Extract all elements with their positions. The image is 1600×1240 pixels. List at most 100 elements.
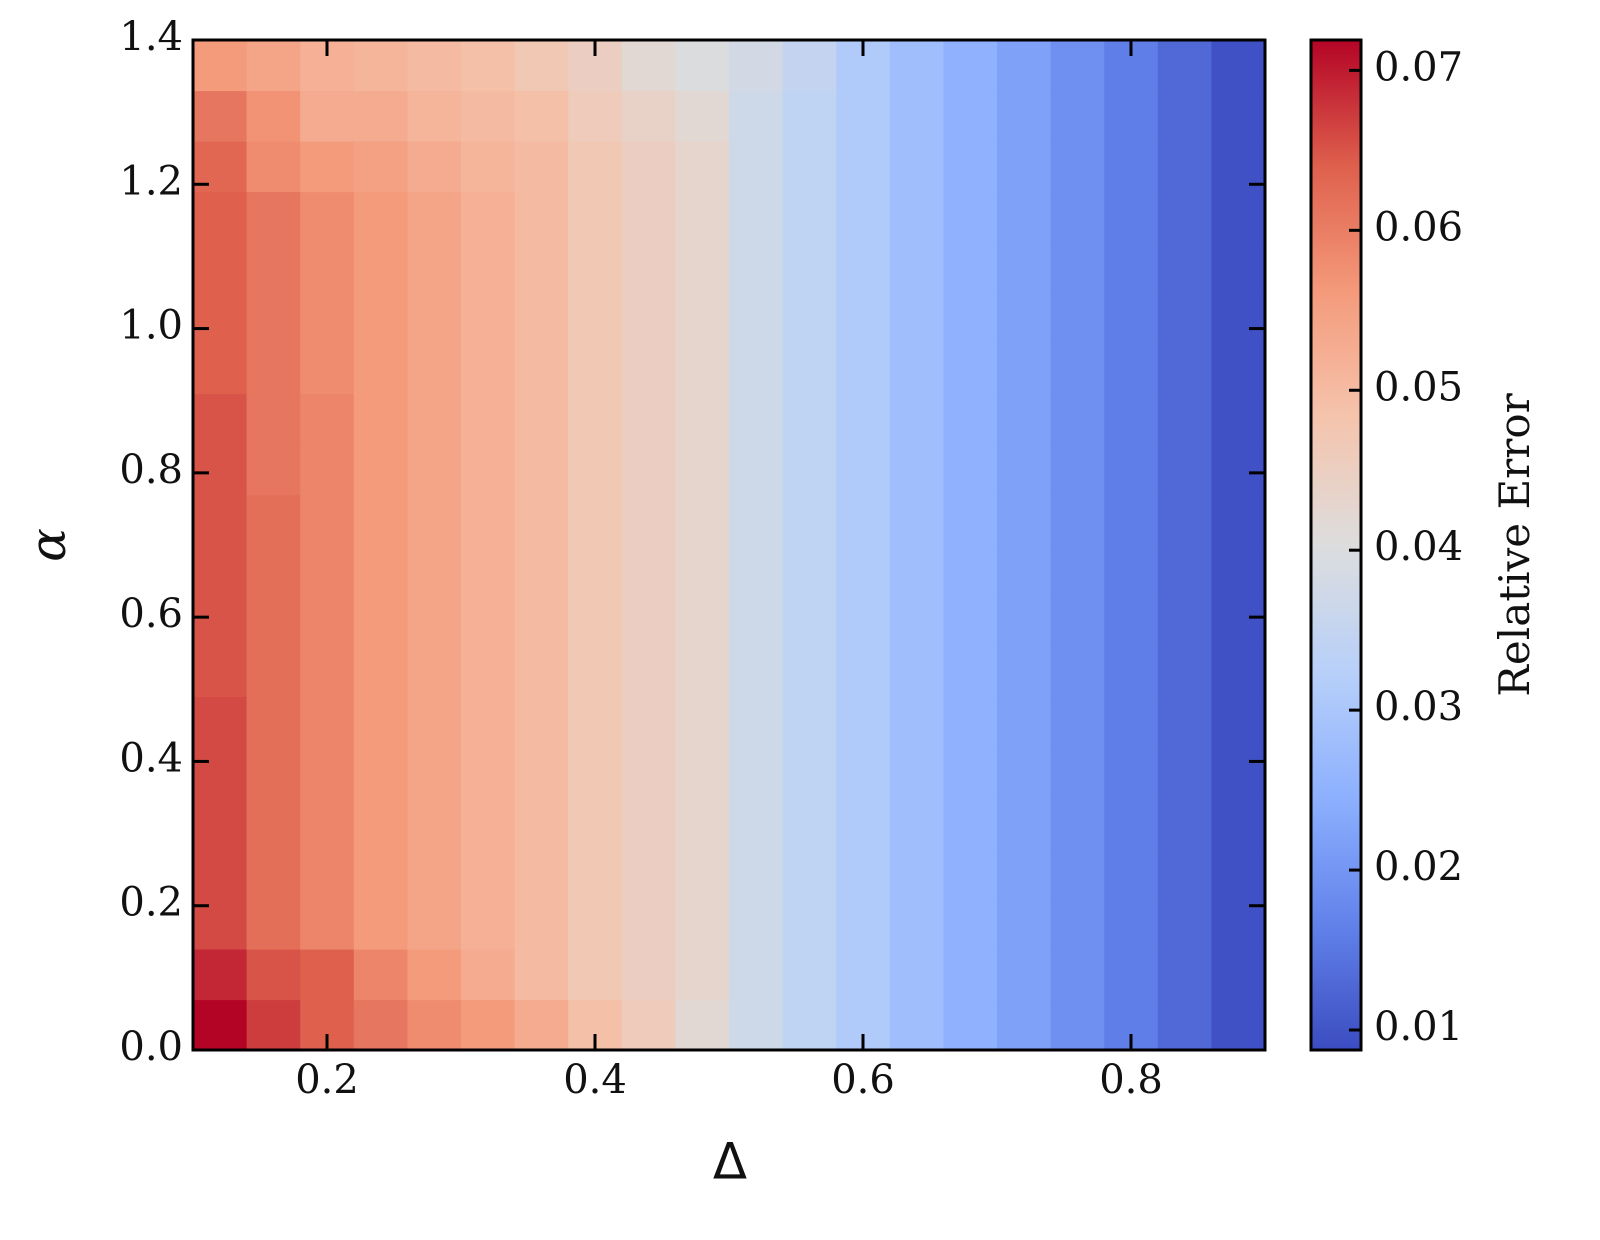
- heatmap-cell: [729, 999, 784, 1051]
- heatmap-cell: [1050, 191, 1105, 243]
- y-tick-label: 1.0: [119, 303, 183, 349]
- heatmap-cell: [193, 292, 248, 344]
- heatmap-cell: [997, 949, 1052, 1001]
- heatmap-cell: [300, 848, 355, 900]
- heatmap-cell: [353, 393, 408, 445]
- heatmap-cell: [246, 949, 301, 1001]
- heatmap-cell: [514, 242, 569, 294]
- heatmap-cell: [353, 595, 408, 647]
- x-tick-label: 0.6: [831, 1057, 895, 1103]
- heatmap-cell: [1211, 292, 1266, 344]
- heatmap-cell: [1050, 646, 1105, 698]
- heatmap-cell: [514, 999, 569, 1051]
- heatmap-cell: [193, 999, 248, 1051]
- heatmap-cell: [193, 444, 248, 496]
- heatmap-cell: [943, 797, 998, 849]
- heatmap-cell: [1050, 292, 1105, 344]
- heatmap-cell: [729, 646, 784, 698]
- x-tick-label: 0.8: [1099, 1057, 1163, 1103]
- heatmap-cell: [997, 797, 1052, 849]
- heatmap-cell: [675, 696, 730, 748]
- heatmap-cell: [461, 444, 516, 496]
- colorbar: [1311, 40, 1361, 1050]
- heatmap-cell: [246, 696, 301, 748]
- heatmap-cell: [407, 898, 462, 950]
- heatmap-cell: [568, 141, 623, 193]
- heatmap-cell: [568, 242, 623, 294]
- heatmap-cell: [246, 595, 301, 647]
- y-tick-label: 1.4: [119, 14, 183, 60]
- heatmap-cell: [729, 949, 784, 1001]
- heatmap-cell: [353, 90, 408, 142]
- heatmap-cell: [514, 191, 569, 243]
- heatmap-cell: [782, 393, 837, 445]
- heatmap-cell: [621, 191, 676, 243]
- heatmap-cell: [621, 696, 676, 748]
- heatmap-cell: [193, 797, 248, 849]
- heatmap-cell: [889, 494, 944, 546]
- heatmap-cell: [1211, 646, 1266, 698]
- heatmap-cell: [461, 292, 516, 344]
- heatmap-cell: [1104, 141, 1159, 193]
- y-tick-label: 1.2: [119, 158, 183, 204]
- heatmap-cell: [461, 191, 516, 243]
- heatmap-cell: [461, 949, 516, 1001]
- heatmap-cell: [1211, 747, 1266, 799]
- heatmap-cell: [300, 747, 355, 799]
- heatmap-cell: [1104, 646, 1159, 698]
- heatmap-cell: [729, 848, 784, 900]
- heatmap-cell: [836, 848, 891, 900]
- heatmap-cell: [461, 343, 516, 395]
- heatmap-cell: [246, 848, 301, 900]
- heatmap-cell: [1104, 343, 1159, 395]
- heatmap-cell: [353, 999, 408, 1051]
- heatmap-cell: [1104, 848, 1159, 900]
- heatmap-cell: [943, 444, 998, 496]
- heatmap-cell: [782, 595, 837, 647]
- heatmap-cell: [621, 595, 676, 647]
- heatmap-cell: [1211, 949, 1266, 1001]
- heatmap-cell: [300, 545, 355, 597]
- heatmap-cell: [568, 444, 623, 496]
- heatmap-cell: [782, 898, 837, 950]
- heatmap-cell: [300, 494, 355, 546]
- heatmap-cell: [889, 40, 944, 92]
- heatmap-cell: [836, 696, 891, 748]
- heatmap-cell: [193, 191, 248, 243]
- heatmap-cell: [675, 494, 730, 546]
- heatmap-cell: [1211, 848, 1266, 900]
- heatmap-cell: [407, 393, 462, 445]
- heatmap-cell: [353, 242, 408, 294]
- heatmap-cell: [514, 898, 569, 950]
- heatmap-cell: [1157, 898, 1212, 950]
- heatmap-cell: [1157, 595, 1212, 647]
- heatmap-cell: [353, 848, 408, 900]
- heatmap-cell: [621, 90, 676, 142]
- heatmap-cell: [461, 141, 516, 193]
- heatmap-cell: [729, 595, 784, 647]
- heatmap-cell: [461, 747, 516, 799]
- heatmap-cell: [836, 747, 891, 799]
- heatmap-cell: [514, 545, 569, 597]
- heatmap-cell: [1157, 444, 1212, 496]
- heatmap-cell: [1157, 494, 1212, 546]
- heatmap-cell: [675, 191, 730, 243]
- heatmap-cell: [193, 90, 248, 142]
- heatmap-cell: [300, 595, 355, 647]
- colorbar-frame: [1309, 38, 1363, 1052]
- heatmap-cell: [997, 595, 1052, 647]
- heatmap-cell: [514, 494, 569, 546]
- heatmap-cell: [246, 242, 301, 294]
- heatmap-cell: [997, 696, 1052, 748]
- heatmap-cell: [943, 646, 998, 698]
- heatmap-cell: [889, 90, 944, 142]
- heatmap-cell: [675, 646, 730, 698]
- heatmap-cell: [1104, 747, 1159, 799]
- heatmap-cell: [621, 141, 676, 193]
- heatmap-cell: [568, 646, 623, 698]
- heatmap-cell: [407, 292, 462, 344]
- heatmap-cell: [729, 40, 784, 92]
- heatmap-cell: [568, 343, 623, 395]
- colorbar-tick-label: 0.03: [1374, 684, 1463, 730]
